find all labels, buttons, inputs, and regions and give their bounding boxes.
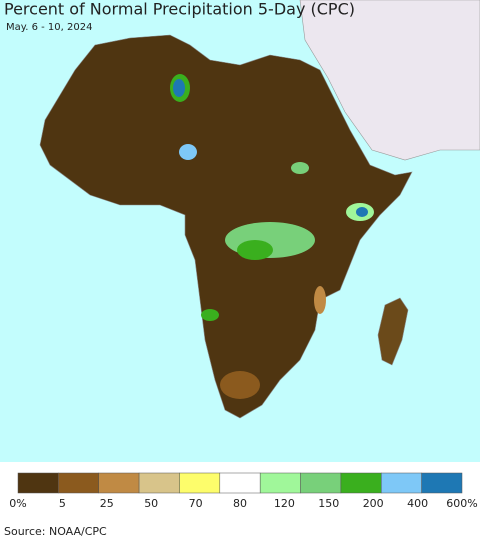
arabia-land: [299, 0, 480, 161]
wet-area: [173, 79, 185, 97]
legend-label: 25: [100, 497, 114, 510]
legend-label: 150: [318, 497, 339, 510]
legend-label: 50: [144, 497, 158, 510]
legend-label: 600%: [446, 497, 477, 510]
legend-swatch: [98, 472, 140, 494]
madagascar: [377, 297, 409, 366]
legend-label: 70: [189, 497, 203, 510]
wet-area: [237, 240, 273, 260]
wet-area: [291, 162, 309, 174]
legend-label: 80: [233, 497, 247, 510]
legend-swatch: [259, 472, 301, 494]
legend-swatch: [300, 472, 342, 494]
map-subtitle: May. 6 - 10, 2024: [6, 22, 92, 33]
legend-swatch: [381, 472, 422, 494]
dry-area: [220, 371, 260, 399]
legend-label: 5: [59, 497, 66, 510]
legend: 0% 5 25 50 70 80 120 150 200 400 600%: [9, 472, 478, 510]
legend-label: 400: [407, 497, 428, 510]
legend-swatch: [58, 472, 99, 494]
legend-swatch: [17, 472, 59, 494]
wet-area: [179, 144, 197, 160]
legend-swatch: [340, 472, 382, 494]
legend-label: 120: [274, 497, 295, 510]
wet-area: [201, 309, 219, 321]
source: Source: NOAA/CPC: [4, 525, 107, 538]
legend-swatch: [219, 472, 261, 494]
wet-area: [356, 207, 368, 217]
legend-swatch: [138, 472, 180, 494]
dry-area: [314, 286, 326, 314]
legend-swatch: [179, 472, 221, 494]
legend-label: 200: [363, 497, 384, 510]
africa-land: [39, 34, 413, 419]
legend-label: 0%: [9, 497, 26, 510]
legend-swatch: [421, 472, 463, 494]
map-title: Percent of Normal Precipitation 5-Day (C…: [4, 0, 355, 19]
